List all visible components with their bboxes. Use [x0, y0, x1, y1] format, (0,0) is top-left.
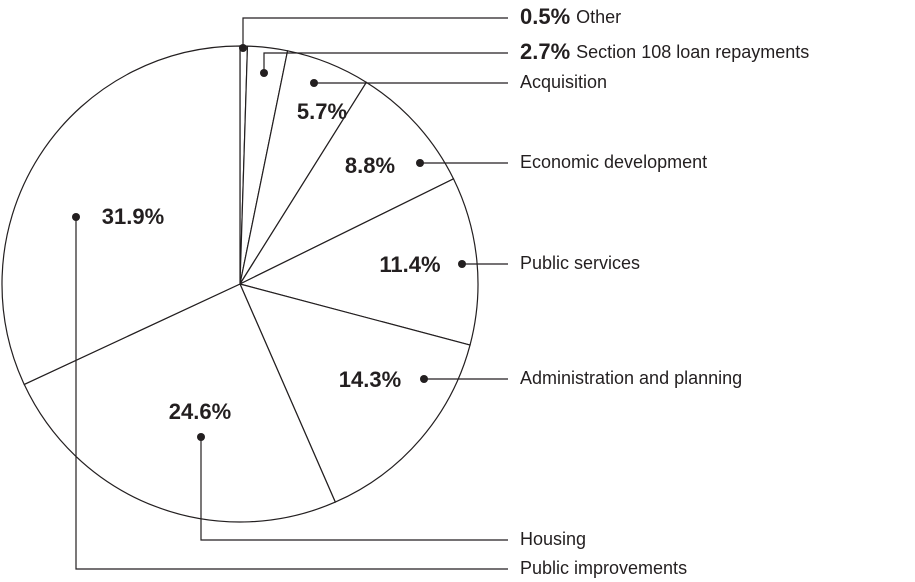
- category-label: Other: [576, 7, 621, 27]
- leader-dot: [458, 260, 466, 268]
- value-label: 24.6%: [169, 399, 231, 424]
- value-label: 31.9%: [102, 204, 164, 229]
- value-label: 0.5%: [520, 4, 570, 29]
- value-label: 11.4%: [379, 252, 440, 277]
- category-label: Economic development: [520, 152, 707, 172]
- pie-slice: [238, 283, 471, 503]
- leader-dot: [260, 69, 268, 77]
- leader-line: [242, 17, 508, 48]
- leader-line: [200, 437, 508, 541]
- leader-dot: [72, 213, 80, 221]
- pie-slice: [238, 178, 479, 346]
- legend-entry: 2.7% Section 108 loan repayments: [520, 39, 809, 64]
- value-label: 2.7%: [520, 39, 570, 64]
- pie-slice: [1, 45, 241, 386]
- pie-slice: [238, 81, 455, 286]
- pie-slice: [23, 283, 337, 523]
- leader-dot: [416, 159, 424, 167]
- leader-dot: [197, 433, 205, 441]
- leader-line: [75, 217, 508, 570]
- leader-dot: [239, 44, 247, 52]
- category-label: Public services: [520, 253, 640, 273]
- leader-line: [263, 52, 508, 73]
- category-label: Public improvements: [520, 558, 687, 578]
- category-label: Section 108 loan repayments: [576, 42, 809, 62]
- value-label: 8.8%: [345, 153, 395, 178]
- legend-entry: 0.5% Other: [520, 4, 621, 29]
- leader-dot: [420, 375, 428, 383]
- category-label: Acquisition: [520, 72, 607, 92]
- value-label: 5.7%: [297, 99, 347, 124]
- leader-dot: [310, 79, 318, 87]
- value-label: 14.3%: [339, 367, 401, 392]
- category-label: Housing: [520, 529, 586, 549]
- category-label: Administration and planning: [520, 368, 742, 388]
